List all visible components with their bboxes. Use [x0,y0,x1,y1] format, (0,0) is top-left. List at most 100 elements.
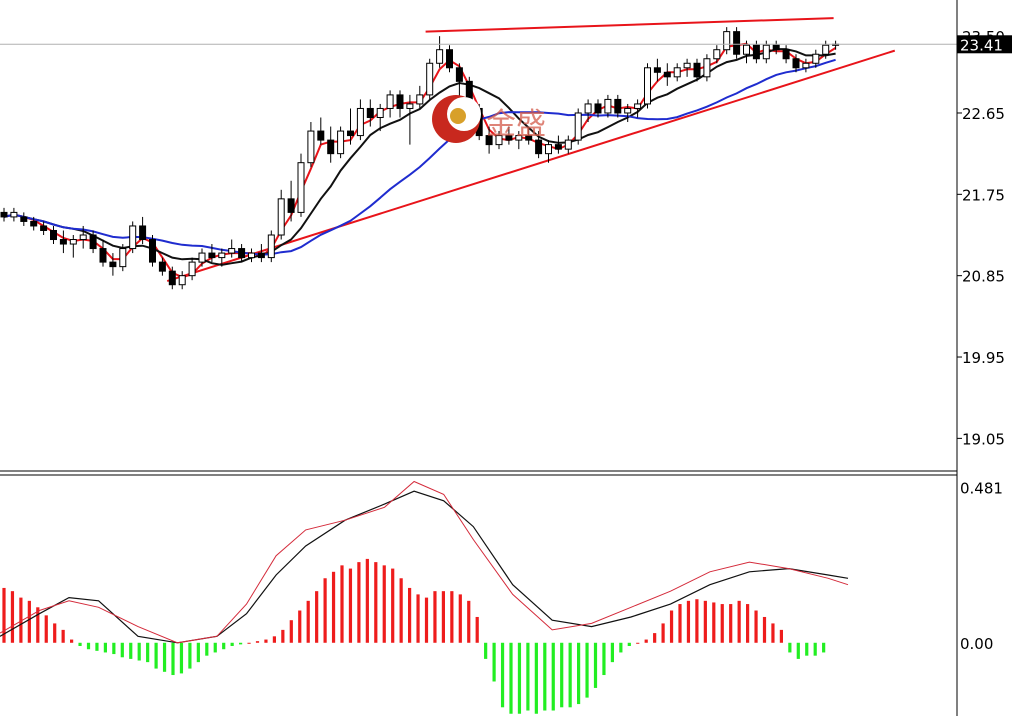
candle-body [307,130,315,164]
macd-histogram-bar [593,642,598,688]
price-tick-label: 21.75 [962,186,1005,204]
candle-body [723,31,731,51]
macd-histogram-bar [762,616,767,643]
candle-body [792,58,800,69]
candle [188,257,196,281]
candle-body [733,31,741,55]
candle [228,239,236,258]
macd-histogram-bar [534,642,538,714]
macd-histogram-bar [27,600,31,643]
candle [10,207,18,222]
macd-histogram-bar [112,642,116,655]
candle-body [535,139,543,155]
price-tick-label: 19.05 [962,430,1005,448]
candle-body [119,248,127,268]
candle-body [426,62,434,96]
macd-histogram-bar [560,642,564,708]
candle [554,135,562,154]
candlesticks [0,27,840,290]
candle-body [762,44,770,60]
macd-histogram-bar [822,642,826,653]
candle [713,45,721,64]
signal-line [0,480,849,644]
candle [653,58,661,82]
candle-body [525,135,533,141]
candle-body [604,98,612,114]
macd-histogram-bar [222,642,226,650]
watermark-text: 金盛 [486,107,546,142]
candle-body [713,49,721,60]
candle [406,94,414,145]
macd-histogram-bar [729,604,733,643]
candle [267,230,275,263]
macd-histogram-bar [492,642,496,682]
candle-body [812,53,820,64]
macd-histogram-bar [382,565,386,643]
candle [505,126,513,145]
candle [673,63,681,82]
candle [40,221,48,235]
macd-histogram-bar [475,616,479,643]
current-price-label: 23.41 [960,36,1003,54]
candle [119,244,127,272]
candle [149,235,156,267]
candle-body [822,44,830,55]
candle [574,108,582,145]
candle-body [802,62,810,69]
macd-histogram-bar [10,591,15,643]
current-price-tag-bg [957,35,1012,54]
macd-histogram-bar [703,600,707,643]
macd-histogram-bar [2,587,6,643]
candle-body [99,248,107,263]
candle [347,108,354,145]
candle [782,45,790,64]
macd-histogram-bar [272,636,276,643]
macd-histogram-bar [146,642,150,663]
candle-body [436,49,444,64]
current-price-tag: 23.41 [957,35,1012,54]
candle-body [257,252,265,259]
macd-histogram-bar [357,562,361,643]
candle [812,49,820,68]
macd-histogram-bar [19,597,23,643]
macd-histogram-bar [602,642,606,676]
candle-body [20,216,28,222]
candle-body [277,198,285,236]
macd-histogram-bar [70,639,74,643]
candle-body [337,130,345,155]
candle-body [30,220,38,227]
macd-histogram-bar [281,629,285,643]
macd-histogram-bar [264,639,268,643]
macd-histogram-bar [484,642,488,659]
candle-body [673,67,681,78]
macd-histogram-bar [306,600,310,643]
macd-line [0,490,849,644]
macd-histogram-bar [610,642,614,663]
candle [99,239,107,267]
candle-body [584,103,592,114]
macd-histogram-bar [653,633,657,643]
candle-body [416,94,424,105]
macd-panel[interactable]: 0.481 0.00 [0,480,1003,714]
candle-body [287,198,295,213]
candle [277,189,285,240]
macd-histogram-bar [813,642,817,656]
candle [564,135,572,154]
candle [376,103,384,132]
macd-histogram-bar [433,591,437,643]
candle-body [634,103,642,109]
candle-body [79,234,87,241]
candle-body [89,234,97,250]
candle [139,216,147,245]
macd-lines [0,480,849,644]
candle [366,99,374,127]
macd-histogram-bar [213,642,217,653]
macd-histogram-bar [467,600,471,643]
macd-histogram-bar [636,642,640,644]
macd-histogram-bar [526,642,530,711]
macd-histogram-bar [365,558,369,643]
macd-histogram-bar [754,610,758,643]
candle [733,27,741,59]
